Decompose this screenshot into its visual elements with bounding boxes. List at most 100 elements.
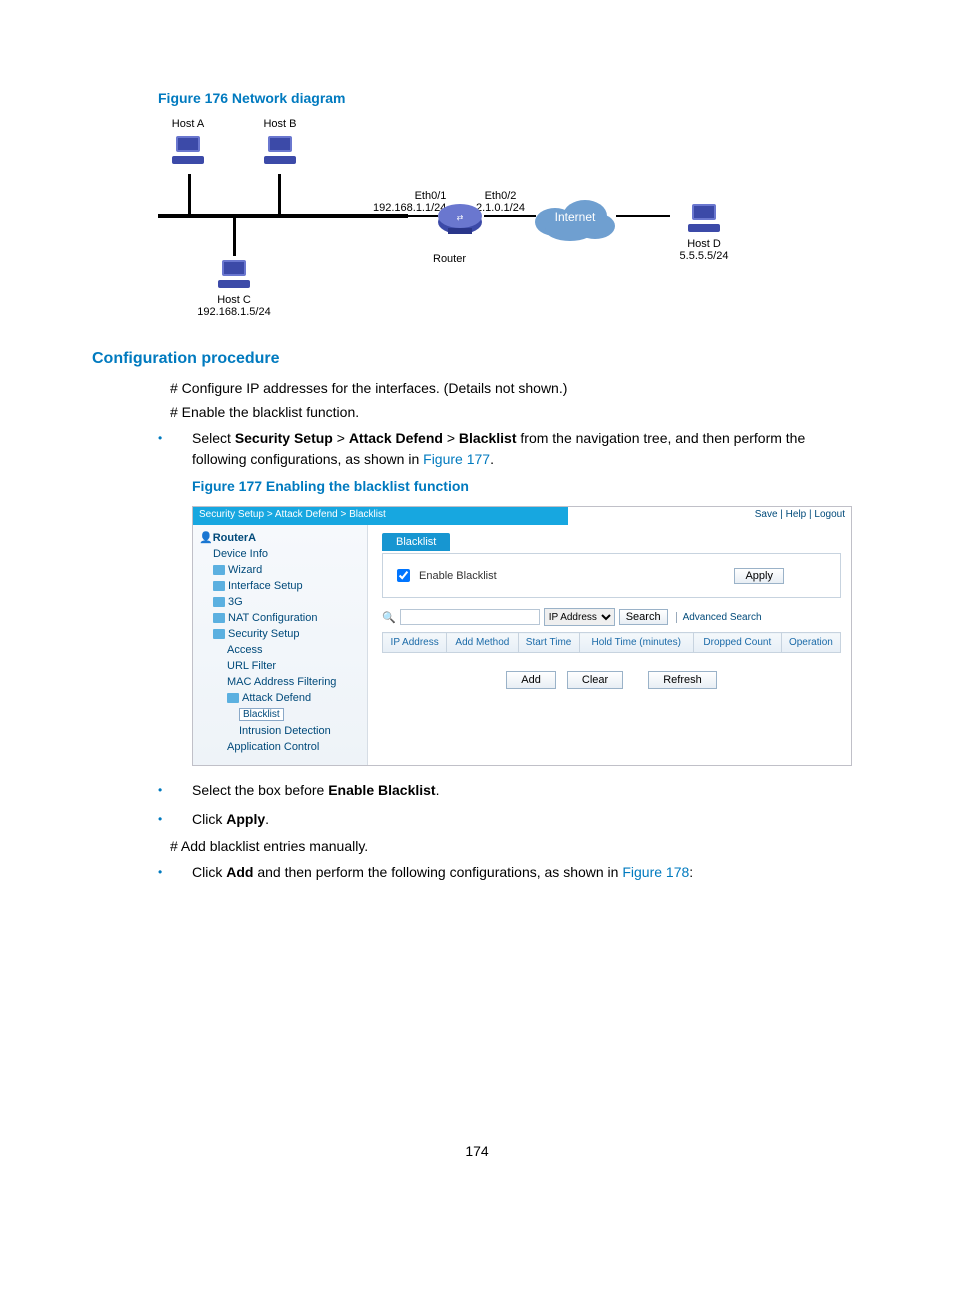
link-figure-177[interactable]: Figure 177 [423,451,490,467]
stem-host-a [188,174,191,214]
apply-button[interactable]: Apply [734,568,784,584]
step-enable-blacklist: # Enable the blacklist function. [170,404,862,420]
nav-interface-setup[interactable]: Interface Setup [199,578,361,594]
col-start-time[interactable]: Start Time [518,633,579,653]
enable-blacklist-label: Enable Blacklist [419,570,497,582]
computer-icon [260,130,300,170]
stem-host-b [278,174,281,214]
nav-item-label: Wizard [228,564,262,576]
host-c-ip: 192.168.1.5/24 [194,306,274,318]
folder-icon [213,581,225,591]
host-c-label: Host C [194,294,274,306]
nav-wizard[interactable]: Wizard [199,562,361,578]
col-ip[interactable]: IP Address [383,633,447,653]
host-a: Host A [148,118,228,170]
nav-intrusion-detection[interactable]: Intrusion Detection [199,723,361,739]
nav-item-label: 3G [228,596,243,608]
computer-icon [168,130,208,170]
nav-application-control[interactable]: Application Control [199,739,361,755]
nav-tree: 👤RouterA Device Info Wizard Interface Se… [193,525,368,765]
figure-177-screenshot: Security Setup > Attack Defend > Blackli… [192,506,852,766]
computer-icon [214,254,254,294]
search-input[interactable] [400,609,540,625]
enable-blacklist-checkbox[interactable] [397,569,410,582]
col-dropped[interactable]: Dropped Count [693,633,781,653]
text-fragment: Select the box before [192,782,328,798]
computer-icon [684,198,724,238]
bold-enable-blacklist: Enable Blacklist [328,782,435,798]
bold-apply: Apply [226,811,265,827]
step-add-entries: # Add blacklist entries manually. [170,838,862,854]
breadcrumb: Security Setup > Attack Defend > Blackli… [193,507,568,525]
search-field-select[interactable]: IP Address [544,608,615,626]
folder-icon [213,629,225,639]
link-router-cloud [484,215,536,217]
link-bus-router [408,215,438,217]
host-d-ip: 5.5.5.5/24 [664,250,744,262]
clear-button[interactable]: Clear [567,671,623,689]
nav-root-label: RouterA [213,532,256,544]
text-fragment: Select [192,430,235,446]
search-icon: 🔍 [382,611,396,624]
path-blacklist: Blacklist [459,430,517,446]
nav-blacklist[interactable]: Blacklist [199,706,361,723]
nav-nat-config[interactable]: NAT Configuration [199,610,361,626]
nav-security-setup[interactable]: Security Setup [199,626,361,642]
cloud-label: Internet [530,210,620,224]
router-icon: ⇄ [436,198,484,238]
toplinks[interactable]: Save | Help | Logout [568,507,851,525]
host-b: Host B [240,118,320,170]
advanced-search-link[interactable]: Advanced Search [676,612,762,623]
bullet-click-apply: Click Apply. [192,809,862,830]
text-fragment: Click [192,811,226,827]
nav-3g[interactable]: 3G [199,594,361,610]
host-d-label: Host D [664,238,744,250]
col-operation: Operation [781,633,840,653]
text-fragment: Click [192,864,226,880]
col-hold-time[interactable]: Hold Time (minutes) [579,633,693,653]
figure-176-title: Figure 176 Network diagram [158,90,862,106]
lan-bus-line [158,214,408,218]
nav-device-info[interactable]: Device Info [199,546,361,562]
content-pane: Blacklist Enable Blacklist Apply 🔍 IP Ad… [368,525,851,765]
router-label: Router [433,253,466,265]
text-fragment: and then perform the following configura… [253,864,622,880]
host-c: Host C 192.168.1.5/24 [194,254,274,318]
add-button[interactable]: Add [506,671,556,689]
bullet-select-enable: Select the box before Enable Blacklist. [192,780,862,801]
enable-panel: Enable Blacklist Apply [382,553,841,598]
link-figure-178[interactable]: Figure 178 [622,864,689,880]
screenshot-topbar: Security Setup > Attack Defend > Blackli… [193,507,851,525]
tab-blacklist[interactable]: Blacklist [382,533,450,551]
bold-add: Add [226,864,253,880]
nav-mac-filtering[interactable]: MAC Address Filtering [199,674,361,690]
nav-blacklist-label: Blacklist [239,708,284,721]
nav-item-label: Attack Defend [242,692,311,704]
internet-cloud: Internet [530,194,620,247]
page-number: 174 [92,1143,862,1159]
nav-item-label: Security Setup [228,628,300,640]
section-config-procedure: Configuration procedure [92,350,862,368]
router-node: ⇄ [436,198,484,241]
network-diagram: Host A Host B Host C 192.168.1.5/24 Eth0… [158,118,718,328]
path-security-setup: Security Setup [235,430,333,446]
blacklist-table: IP Address Add Method Start Time Hold Ti… [382,632,841,653]
nav-attack-defend[interactable]: Attack Defend [199,690,361,706]
step-configure-ip: # Configure IP addresses for the interfa… [170,380,862,396]
nav-root[interactable]: 👤RouterA [199,529,361,546]
nav-access[interactable]: Access [199,642,361,658]
table-buttons: Add Clear Refresh [382,671,841,689]
host-a-label: Host A [148,118,228,130]
svg-text:⇄: ⇄ [457,213,464,222]
refresh-button[interactable]: Refresh [648,671,717,689]
folder-icon [213,613,225,623]
nav-item-label: Interface Setup [228,580,303,592]
figure-177-title: Figure 177 Enabling the blacklist functi… [192,478,862,494]
col-add-method[interactable]: Add Method [447,633,518,653]
folder-icon [213,597,225,607]
nav-url-filter[interactable]: URL Filter [199,658,361,674]
search-button[interactable]: Search [619,609,668,625]
path-attack-defend: Attack Defend [349,430,443,446]
bullet-click-add: Click Add and then perform the following… [192,862,862,883]
bullet-select-path: Select Security Setup > Attack Defend > … [192,428,862,470]
